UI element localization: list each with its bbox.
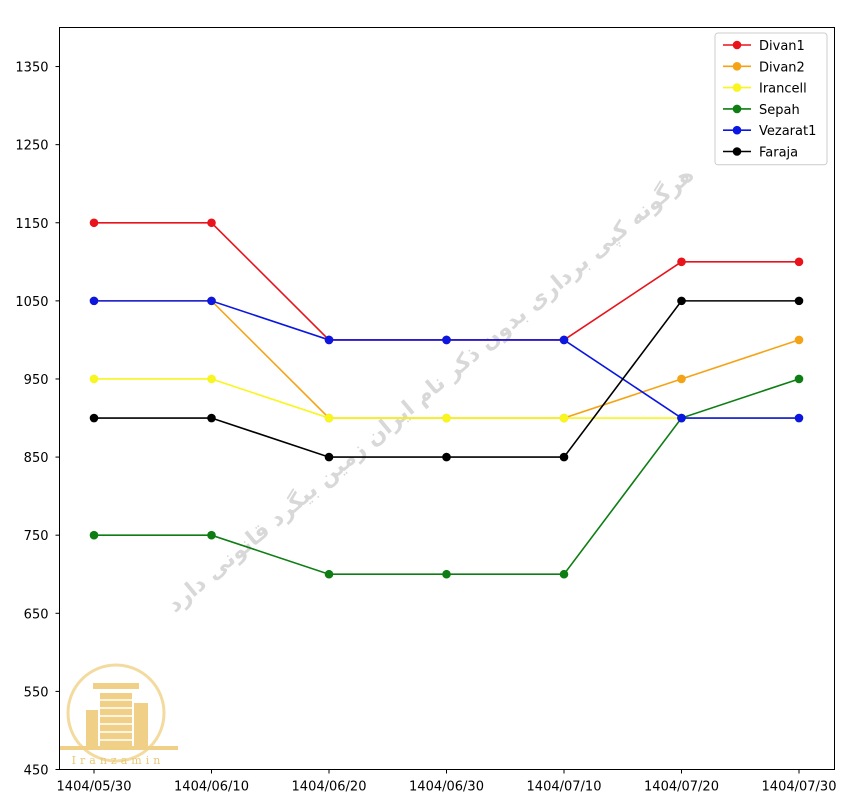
data-point [442,569,451,579]
legend-label: Irancell [759,82,807,97]
data-point [442,413,451,423]
data-point [207,530,216,540]
legend-item-divan2: Divan2 [723,60,805,75]
legend-item-sepah: Sepah [723,103,800,118]
data-point [442,452,451,462]
y-axis: 450 550 650 750 850 950 1050 1150 1250 1350 [15,61,60,779]
y-tick-label: 450 [24,764,49,779]
legend-label: Sepah [759,103,800,118]
legend-item-divan1: Divan1 [723,39,805,54]
series-vezarat1 [89,296,804,423]
data-point [89,296,99,306]
series-divan1 [89,218,804,345]
legend-swatch-marker [732,40,742,50]
logo-building-stripes [100,699,132,741]
data-point [559,335,569,345]
y-tick-label: 550 [24,685,49,700]
y-tick-label: 850 [24,451,49,466]
legend-item-irancell: Irancell [723,82,807,97]
x-tick-label: 1404/06/30 [409,780,484,795]
y-tick-label: 1050 [15,295,48,310]
series-sepah [89,374,804,579]
data-point [324,452,334,462]
x-tick-label: 1404/07/20 [644,780,719,795]
data-point [89,218,99,228]
y-tick-label: 1350 [15,61,48,76]
legend-label: Faraja [759,146,798,161]
data-point [559,452,569,462]
legend-label: Divan1 [759,39,805,54]
logo-ring [66,663,166,763]
logo-text: Iranzamin [72,754,165,767]
y-tick-label: 750 [24,529,49,544]
legend-swatch-marker [732,147,742,156]
legend-label: Vezarat1 [759,124,816,139]
legend-item-vezarat1: Vezarat1 [723,124,816,139]
data-point [794,413,804,423]
legend-swatch-marker [732,83,742,92]
series-line [94,221,799,341]
series-line [94,378,800,576]
data-point [89,413,99,423]
y-tick-label: 650 [24,607,49,622]
legend: Divan1 Divan2 Irancell Sepah Vezarat1 Faraja [714,32,828,166]
data-point [794,335,804,345]
data-point [794,296,804,306]
data-point [677,296,686,306]
data-point [794,257,804,267]
legend-label: Divan2 [759,60,805,75]
data-point [207,296,216,306]
data-point [89,374,99,384]
y-tick-label: 950 [24,373,49,388]
data-point [794,374,804,384]
y-tick-label: 1150 [15,217,48,232]
data-point [89,530,99,540]
data-point [677,257,686,267]
x-tick-label: 1404/07/30 [762,780,837,795]
data-point [324,569,334,579]
legend-swatch-marker [732,104,742,114]
data-point [559,569,569,579]
data-point [677,413,686,423]
data-point [207,374,216,384]
y-tick-label: 1250 [15,139,48,154]
x-axis: 1404/05/30 1404/06/10 1404/06/20 1404/06/30… [57,769,837,795]
data-point [677,374,686,384]
iranzamin-logo: Iranzamin [60,663,178,767]
series-faraja [89,296,804,462]
x-tick-label: 1404/07/10 [527,780,602,795]
data-point [559,413,569,423]
data-point [442,335,451,345]
data-point [324,335,334,345]
x-tick-label: 1404/06/20 [292,780,367,795]
legend-item-faraja: Faraja [723,146,798,161]
legend-swatch-marker [732,125,742,135]
data-point [207,413,216,423]
x-tick-label: 1404/06/10 [174,780,249,795]
series-layer [89,218,804,579]
legend-swatch-marker [732,62,742,71]
data-point [324,413,334,423]
x-tick-label: 1404/05/30 [57,780,132,795]
data-point [207,218,216,228]
